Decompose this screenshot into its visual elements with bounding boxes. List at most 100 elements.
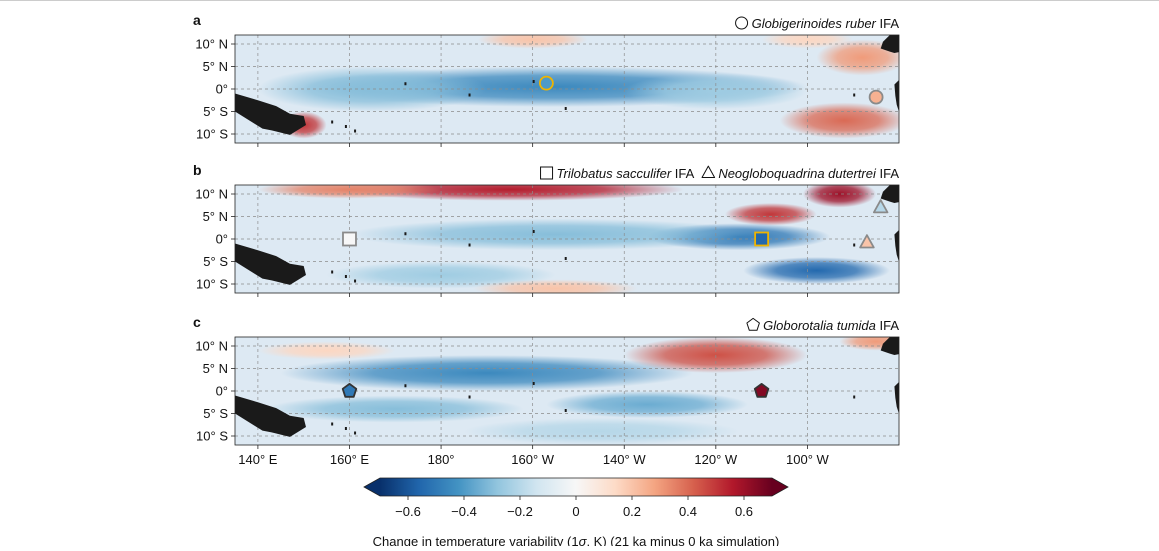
legend-species: Neogloboquadrina dutertrei bbox=[718, 166, 877, 181]
colorbar-tick-label: 0.2 bbox=[623, 504, 641, 519]
island bbox=[853, 395, 856, 399]
island bbox=[853, 93, 856, 97]
island bbox=[468, 243, 471, 247]
y-tick-label: 10° S bbox=[196, 277, 228, 292]
site-marker-pentagon bbox=[753, 382, 770, 398]
land-mass bbox=[880, 35, 899, 53]
land-mass bbox=[235, 243, 306, 285]
island bbox=[532, 382, 535, 385]
y-tick-label: 5° S bbox=[203, 254, 228, 269]
land-mass bbox=[880, 337, 899, 355]
island bbox=[331, 422, 334, 426]
island bbox=[344, 427, 347, 430]
legend-suffix: IFA bbox=[671, 166, 694, 181]
y-tick-label: 5° S bbox=[203, 406, 228, 421]
site-marker-pentagon bbox=[341, 382, 358, 398]
land-mass bbox=[235, 93, 306, 135]
legend-entry: Globigerinoides ruber IFA bbox=[752, 16, 900, 31]
y-tick-label: 5° S bbox=[203, 104, 228, 119]
legend-entry: Globorotalia tumida IFA bbox=[763, 318, 899, 333]
panel-map-area bbox=[235, 185, 899, 293]
panel-legend: Globorotalia tumida IFA bbox=[746, 317, 899, 333]
island bbox=[532, 230, 535, 233]
land-mass bbox=[894, 382, 899, 445]
island bbox=[354, 431, 357, 435]
island bbox=[564, 107, 567, 110]
legend-marker-circle bbox=[735, 16, 749, 30]
y-tick-label: 0° bbox=[216, 82, 228, 97]
anomaly-region bbox=[779, 102, 899, 139]
island bbox=[468, 93, 471, 97]
legend-species: Globigerinoides ruber bbox=[752, 16, 877, 31]
panel-b: 10° N 5° N 0° 5° S 10° S b Trilobatus sacculif… bbox=[193, 162, 900, 297]
colorbar-tick-label: −0.2 bbox=[507, 504, 533, 519]
colorbar: −0.6 −0.4 −0.2 0 0.2 0.4 0.6 Change in temperat… bbox=[363, 477, 789, 549]
x-tick-label: 160° W bbox=[511, 452, 555, 467]
anomaly-region bbox=[473, 279, 638, 293]
island bbox=[331, 120, 334, 124]
anomaly-region bbox=[724, 203, 817, 226]
anomaly-region bbox=[743, 257, 890, 284]
anomaly-region bbox=[802, 185, 877, 208]
panel-label: c bbox=[193, 314, 201, 330]
site-marker-circle bbox=[538, 75, 554, 91]
y-tick-label: 10° N bbox=[195, 339, 228, 354]
land-mass bbox=[894, 230, 899, 293]
panel-label: a bbox=[193, 12, 201, 28]
x-tick-label: 140° E bbox=[238, 452, 278, 467]
colorbar-max-extend bbox=[772, 478, 788, 496]
legend-marker-triangle bbox=[701, 165, 716, 178]
panel-map-area bbox=[235, 337, 899, 445]
legend-suffix: IFA bbox=[876, 318, 899, 333]
legend-entry: Neogloboquadrina dutertrei IFA bbox=[718, 166, 899, 181]
island bbox=[532, 80, 535, 83]
colorbar-min-extend bbox=[364, 478, 380, 496]
island bbox=[404, 82, 407, 86]
site-marker-square bbox=[342, 231, 357, 247]
land-mass bbox=[880, 185, 899, 203]
panel-map-area bbox=[235, 35, 899, 143]
y-tick-label: 5° N bbox=[203, 209, 228, 224]
colorbar-tick-label: 0.6 bbox=[735, 504, 753, 519]
site-marker-square bbox=[754, 231, 770, 247]
island bbox=[853, 243, 856, 247]
legend-marker-square bbox=[540, 166, 554, 180]
anomaly-region bbox=[839, 337, 899, 351]
island bbox=[344, 125, 347, 128]
island bbox=[331, 270, 334, 274]
colorbar-tick-label: −0.6 bbox=[395, 504, 421, 519]
colorbar-frame bbox=[363, 477, 789, 497]
colorbar-label-pre: Change in temperature variability (1 bbox=[373, 534, 579, 546]
island bbox=[354, 279, 357, 283]
island bbox=[354, 129, 357, 133]
colorbar-gradient bbox=[380, 478, 772, 496]
colorbar-tick-label: −0.4 bbox=[451, 504, 477, 519]
y-tick-label: 10° N bbox=[195, 187, 228, 202]
legend-marker-pentagon bbox=[746, 317, 760, 331]
anomaly-region bbox=[257, 341, 396, 360]
y-tick-label: 5° N bbox=[203, 59, 228, 74]
y-tick-label: 0° bbox=[216, 232, 228, 247]
anomaly-region bbox=[257, 66, 487, 112]
colorbar-label-sigma: σ bbox=[579, 534, 588, 546]
site-marker-circle bbox=[868, 89, 884, 105]
x-tick-label: 180° bbox=[428, 452, 455, 467]
y-tick-label: 10° S bbox=[196, 429, 228, 444]
island bbox=[468, 395, 471, 399]
island bbox=[404, 232, 407, 236]
panel-legend: Globigerinoides ruber IFA bbox=[735, 16, 900, 31]
colorbar-label-post: , K) (21 ka minus 0 ka simulation) bbox=[586, 534, 779, 546]
island bbox=[344, 275, 347, 278]
anomaly-region bbox=[761, 35, 854, 49]
land-mass bbox=[894, 80, 899, 143]
legend-suffix: IFA bbox=[876, 16, 899, 31]
legend-entry: Trilobatus sacculifer IFA bbox=[557, 166, 695, 181]
anomaly-region bbox=[257, 185, 442, 199]
island bbox=[404, 384, 407, 388]
colorbar-tick-label: 0.4 bbox=[679, 504, 697, 519]
legend-suffix: IFA bbox=[876, 166, 899, 181]
x-tick-label: 160° E bbox=[330, 452, 370, 467]
panel-legend: Trilobatus sacculifer IFA Neogloboquadrin… bbox=[540, 165, 899, 181]
site-marker-triangle bbox=[859, 234, 875, 249]
